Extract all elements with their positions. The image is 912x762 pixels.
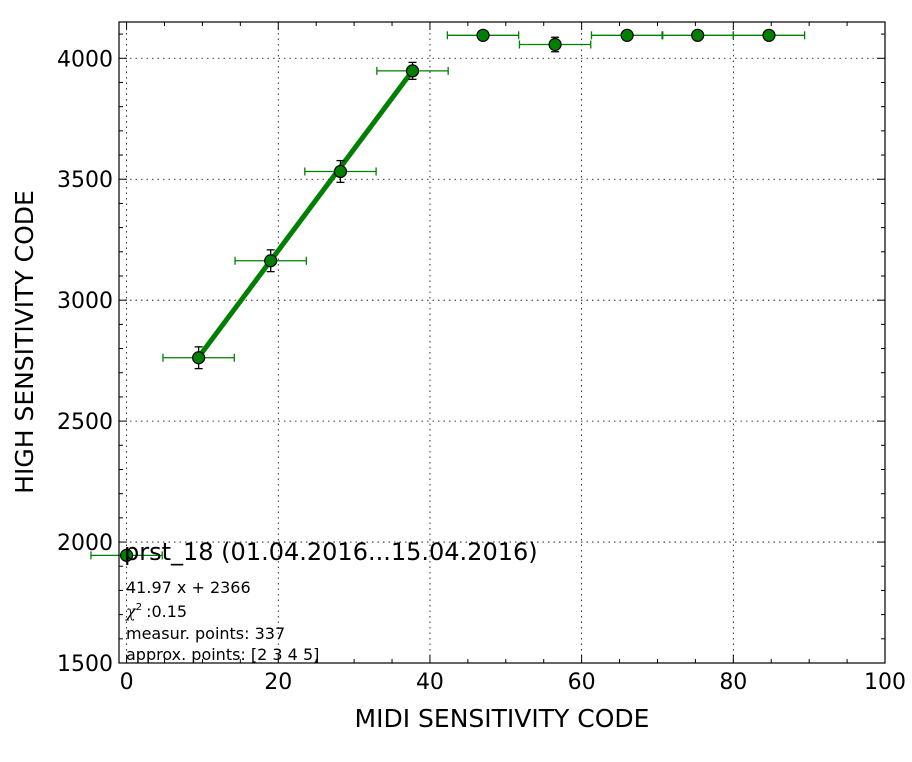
x-tick-label: 40 (416, 670, 444, 695)
data-point (192, 351, 206, 365)
grid (119, 22, 885, 663)
fit-line-layer (196, 69, 415, 359)
data-point-group (590, 28, 664, 42)
axis-ticks: 0 20 40 60 80 100 1500 2000 2500 3000 3500 4000 (57, 22, 906, 695)
chi-symbol: χ (125, 602, 137, 621)
data-point-group (518, 36, 592, 53)
data-point (333, 164, 348, 179)
data-point-group (446, 28, 520, 42)
x-axis-title: MIDI SENSITIVITY CODE (355, 704, 650, 733)
data-point-group (732, 28, 806, 42)
data-point (405, 64, 420, 78)
plot-frame (118, 21, 886, 664)
y-tick-label: 3500 (57, 168, 113, 193)
data-point (691, 28, 705, 42)
fit-annotation: prst_18 (01.04.2016...15.04.2016) 41.97 … (124, 538, 538, 664)
annotation-equation: 41.97 x + 2366 (126, 578, 251, 597)
x-tick-label: 80 (719, 670, 747, 695)
y-tick-label: 3000 (57, 289, 113, 314)
data-point (620, 28, 634, 42)
y-tick-label: 2000 (57, 531, 113, 556)
data-point-group (234, 249, 307, 273)
data-point-group (304, 159, 377, 184)
y-tick-label: 2500 (57, 410, 113, 435)
y-tick-label: 1500 (57, 652, 113, 677)
y-axis-title: HIGH SENSITIVITY CODE (10, 190, 39, 494)
x-tick-label: 0 (120, 670, 134, 695)
data-point (548, 37, 562, 52)
data-point-group (90, 548, 163, 562)
annotation-title: prst_18 (01.04.2016...15.04.2016) (124, 538, 538, 566)
data-point-group (661, 28, 734, 42)
data-point (264, 254, 278, 268)
data-point (119, 548, 134, 562)
fit-line (196, 69, 415, 359)
y-tick-label: 4000 (57, 47, 113, 72)
data-point-group (162, 346, 235, 370)
x-tick-label: 100 (864, 670, 906, 695)
annotation-approx-points: approx. points: [2 3 4 5] (126, 645, 319, 664)
data-point-group (376, 61, 449, 80)
annotation-measured-points: measur. points: 337 (126, 624, 285, 643)
x-tick-label: 60 (568, 670, 596, 695)
x-tick-label: 20 (264, 670, 292, 695)
chi2-value: :0.15 (146, 602, 187, 621)
data-point (762, 28, 776, 42)
data-point (476, 28, 490, 42)
chi-superscript: 2 (136, 602, 142, 613)
annotation-chi2: χ2 :0.15 (125, 602, 187, 621)
data-points (90, 28, 806, 562)
